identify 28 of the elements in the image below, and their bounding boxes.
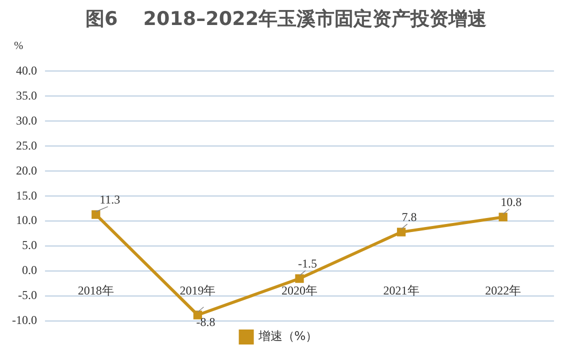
- y-tick-label: 20.0: [16, 163, 37, 178]
- x-tick-label: 2018年: [78, 283, 114, 298]
- point: [295, 274, 304, 283]
- y-tick-label: 10.0: [16, 213, 37, 228]
- y-axis-title: %: [14, 40, 24, 52]
- x-tick-label: 2019年: [180, 283, 216, 298]
- data-label: 11.3: [100, 192, 120, 207]
- x-tick-label: 2020年: [282, 283, 318, 298]
- y-tick-label: 35.0: [16, 88, 37, 102]
- y-tick-label: 5.0: [22, 238, 37, 252]
- point: [92, 210, 100, 219]
- y-tick-label: 40.0: [16, 63, 37, 78]
- y-tick-label: 0.0: [22, 263, 37, 278]
- point: [396, 228, 406, 236]
- y-tick-label: 30.0: [16, 113, 37, 128]
- x-tick-label: 2021年: [383, 283, 420, 298]
- data-label: -8.8: [196, 315, 216, 330]
- data-label: -1.5: [298, 256, 317, 271]
- y-tick-label: -10.0: [12, 313, 37, 328]
- x-tick-label: 2022年: [485, 283, 522, 298]
- legend-label: 增速（%）: [257, 329, 318, 344]
- data-label: 10.8: [500, 195, 522, 210]
- data-label: 7.8: [402, 210, 417, 224]
- point: [498, 212, 508, 222]
- y-tick-label: -5.0: [18, 288, 37, 302]
- chart-title: 图6 2018–2022年玉溪市固定资产投资增速: [84, 7, 488, 32]
- y-tick-label: 25.0: [16, 138, 37, 152]
- y-tick-label: 15.0: [16, 188, 37, 202]
